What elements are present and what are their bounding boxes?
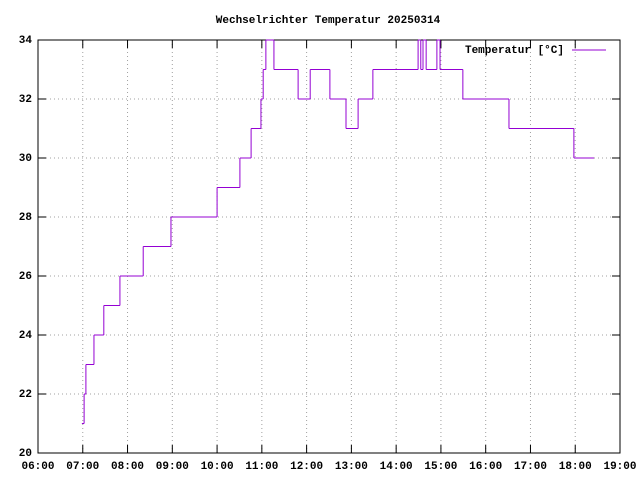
x-tick-label: 11:00 xyxy=(245,461,278,473)
x-tick-label: 15:00 xyxy=(424,461,457,473)
x-tick-label: 17:00 xyxy=(514,461,547,473)
x-tick-label: 10:00 xyxy=(201,461,234,473)
x-tick-label: 19:00 xyxy=(603,461,636,473)
x-tick-label: 06:00 xyxy=(21,461,54,473)
x-tick-label: 12:00 xyxy=(290,461,323,473)
y-tick-label: 24 xyxy=(19,330,33,342)
x-tick-label: 13:00 xyxy=(335,461,368,473)
y-tick-label: 26 xyxy=(19,271,32,283)
chart-title: Wechselrichter Temperatur 20250314 xyxy=(216,15,441,27)
y-tick-label: 20 xyxy=(19,448,32,460)
y-tick-label: 22 xyxy=(19,389,32,401)
x-tick-label: 18:00 xyxy=(559,461,592,473)
y-tick-label: 32 xyxy=(19,94,32,106)
plot-frame xyxy=(37,39,621,454)
x-tick-label: 09:00 xyxy=(156,461,189,473)
x-tick-label: 08:00 xyxy=(111,461,144,473)
y-tick-label: 28 xyxy=(19,212,33,224)
x-tick-label: 14:00 xyxy=(380,461,413,473)
legend-label: Temperatur [°C] xyxy=(465,45,564,57)
x-tick-label: 16:00 xyxy=(469,461,502,473)
y-tick-label: 34 xyxy=(19,35,33,47)
x-tick-label: 07:00 xyxy=(66,461,99,473)
y-tick-label: 30 xyxy=(19,153,32,165)
